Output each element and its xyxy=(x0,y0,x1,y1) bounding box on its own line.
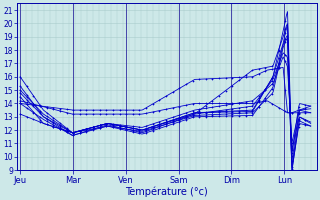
X-axis label: Température (°c): Température (°c) xyxy=(125,186,208,197)
